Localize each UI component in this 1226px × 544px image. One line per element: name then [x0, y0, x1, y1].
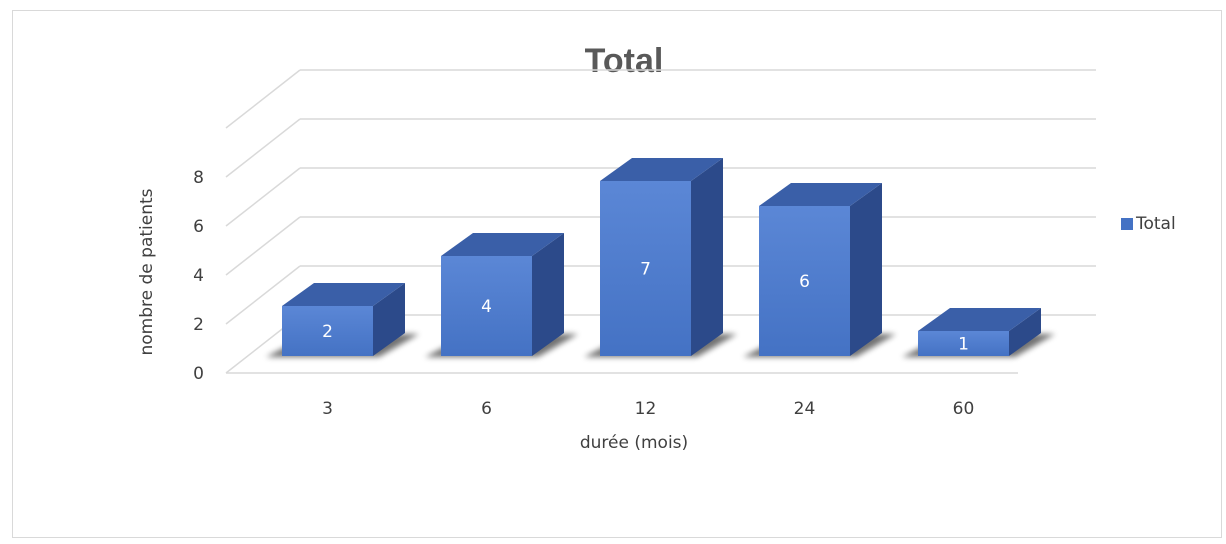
bar: 4 [441, 233, 564, 356]
data-label: 1 [958, 335, 969, 355]
legend: Total [1121, 214, 1176, 234]
bar-front [918, 331, 1009, 356]
bar-top [441, 233, 564, 256]
x-tick-label: 6 [481, 399, 492, 419]
bar-top [600, 158, 723, 181]
x-tick-label: 60 [953, 399, 975, 419]
gridline-side-2 [225, 265, 301, 325]
bar-side [373, 283, 405, 356]
x-axis-title: durée (mois) [580, 433, 688, 453]
bar-front [282, 306, 373, 356]
data-label: 4 [481, 297, 492, 317]
bar: 1 [918, 308, 1041, 356]
bar: 2 [282, 283, 405, 356]
bar-side [532, 233, 564, 356]
chart-title: Total [585, 42, 664, 80]
x-tick-label: 24 [794, 399, 816, 419]
data-label: 6 [799, 272, 810, 292]
y-axis-title: nombre de patients [137, 188, 157, 355]
data-label: 2 [322, 322, 333, 342]
gridline-side-6 [225, 167, 301, 227]
bar: 6 [759, 183, 882, 356]
bar: 7 [600, 158, 723, 356]
bar-top [282, 283, 405, 306]
y-tick-label: 2 [193, 315, 204, 335]
y-tick-label: 0 [193, 364, 204, 384]
gridline-side-4 [225, 216, 301, 276]
bar-side [1009, 308, 1041, 356]
data-label: 7 [640, 260, 651, 280]
gridline-side-8 [225, 118, 301, 178]
legend-swatch [1121, 218, 1133, 230]
bar-front [441, 256, 532, 356]
bars: 2 4 7 6 1 [282, 158, 1041, 356]
y-tick-label: 4 [193, 266, 204, 286]
bar-side [691, 158, 723, 356]
y-axis-ticks: 0 2 4 6 8 [193, 168, 204, 384]
x-tick-label: 12 [635, 399, 657, 419]
x-axis-ticks: 3 6 12 24 60 [322, 399, 974, 419]
x-tick-label: 3 [322, 399, 333, 419]
y-tick-label: 8 [193, 168, 204, 188]
y-tick-label: 6 [193, 217, 204, 237]
bar-top [918, 308, 1041, 331]
gridline-side-10 [225, 69, 301, 129]
legend-label: Total [1135, 214, 1176, 234]
bar-front [600, 181, 691, 356]
bar-front [759, 206, 850, 356]
bar-side [850, 183, 882, 356]
bar-top [759, 183, 882, 206]
